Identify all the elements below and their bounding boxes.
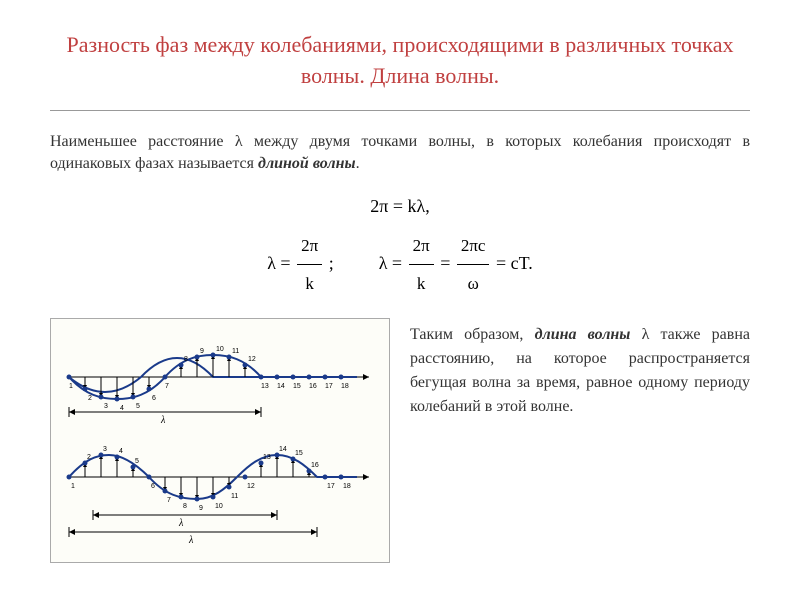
svg-text:3: 3 (103, 446, 107, 453)
svg-text:15: 15 (295, 450, 303, 457)
svg-text:17: 17 (327, 483, 335, 490)
svg-text:2: 2 (88, 395, 92, 402)
svg-text:5: 5 (135, 458, 139, 465)
definition-suffix: . (356, 155, 360, 172)
svg-text:10: 10 (216, 346, 224, 353)
svg-text:12: 12 (248, 356, 256, 363)
frac3-num: 2πc (457, 227, 490, 265)
frac2-den: k (409, 265, 434, 302)
svg-text:6: 6 (152, 395, 156, 402)
formula-sep2: = (440, 253, 455, 273)
svg-text:13: 13 (261, 383, 269, 390)
svg-text:11: 11 (232, 348, 239, 355)
fraction-1: 2π k (297, 227, 322, 303)
svg-text:14: 14 (277, 383, 285, 390)
formula-end: = cT. (496, 253, 533, 273)
svg-text:14: 14 (279, 446, 287, 453)
svg-text:17: 17 (325, 383, 333, 390)
frac2-num: 2π (409, 227, 434, 265)
svg-text:2: 2 (87, 454, 91, 461)
definition-term: длиной волны (258, 155, 356, 172)
formula-line-2: λ = 2π k ; λ = 2π k = 2πc ω = cT. (50, 227, 750, 303)
svg-text:1: 1 (71, 483, 75, 490)
fraction-2: 2π k (409, 227, 434, 303)
svg-text:λ: λ (188, 535, 194, 546)
divider (50, 110, 750, 111)
svg-text:8: 8 (183, 503, 187, 510)
svg-text:12: 12 (247, 483, 255, 490)
svg-text:4: 4 (119, 448, 123, 455)
formula-sep: ; (329, 253, 334, 273)
svg-text:8: 8 (184, 356, 188, 363)
formula-1: 2π = kλ, (370, 196, 429, 216)
svg-text:7: 7 (167, 497, 171, 504)
side-text: Таким образом, длина волны λ также равна… (410, 318, 750, 419)
frac3-den: ω (457, 265, 490, 302)
svg-text:3: 3 (104, 403, 108, 410)
svg-text:18: 18 (343, 483, 351, 490)
svg-text:5: 5 (136, 403, 140, 410)
svg-text:10: 10 (215, 503, 223, 510)
frac1-num: 2π (297, 227, 322, 265)
lambda-eq2: λ = (379, 253, 407, 273)
svg-text:4: 4 (120, 405, 124, 412)
svg-text:11: 11 (231, 493, 238, 500)
svg-text:13: 13 (263, 454, 271, 461)
svg-text:18: 18 (341, 383, 349, 390)
wave-svg: 123456789101112131415161718 λ 1234567891… (59, 327, 383, 556)
svg-text:16: 16 (311, 462, 319, 469)
fraction-3: 2πc ω (457, 227, 490, 303)
lambda-eq: λ = (267, 253, 295, 273)
formula-block: 2π = kλ, λ = 2π k ; λ = 2π k = 2πc ω = c… (50, 187, 750, 302)
page-title: Разность фаз между колебаниями, происход… (50, 30, 750, 92)
svg-text:6: 6 (151, 483, 155, 490)
svg-text:λ: λ (160, 415, 166, 426)
svg-text:9: 9 (200, 348, 204, 355)
svg-text:15: 15 (293, 383, 301, 390)
svg-text:λ: λ (178, 518, 184, 529)
definition-text: Наименьшее расстояние λ между двумя точк… (50, 131, 750, 176)
svg-text:1: 1 (69, 383, 73, 390)
svg-text:16: 16 (309, 383, 317, 390)
svg-text:9: 9 (199, 505, 203, 512)
side-term: длина волны (535, 326, 631, 343)
side-prefix: Таким образом, (410, 326, 535, 343)
frac1-den: k (297, 265, 322, 302)
formula-line-1: 2π = kλ, (50, 187, 750, 227)
svg-text:7: 7 (165, 383, 169, 390)
wave-diagram: 123456789101112131415161718 λ 1234567891… (50, 318, 390, 563)
definition-prefix: Наименьшее расстояние λ между двумя точк… (50, 133, 750, 172)
content-row: 123456789101112131415161718 λ 1234567891… (50, 318, 750, 563)
